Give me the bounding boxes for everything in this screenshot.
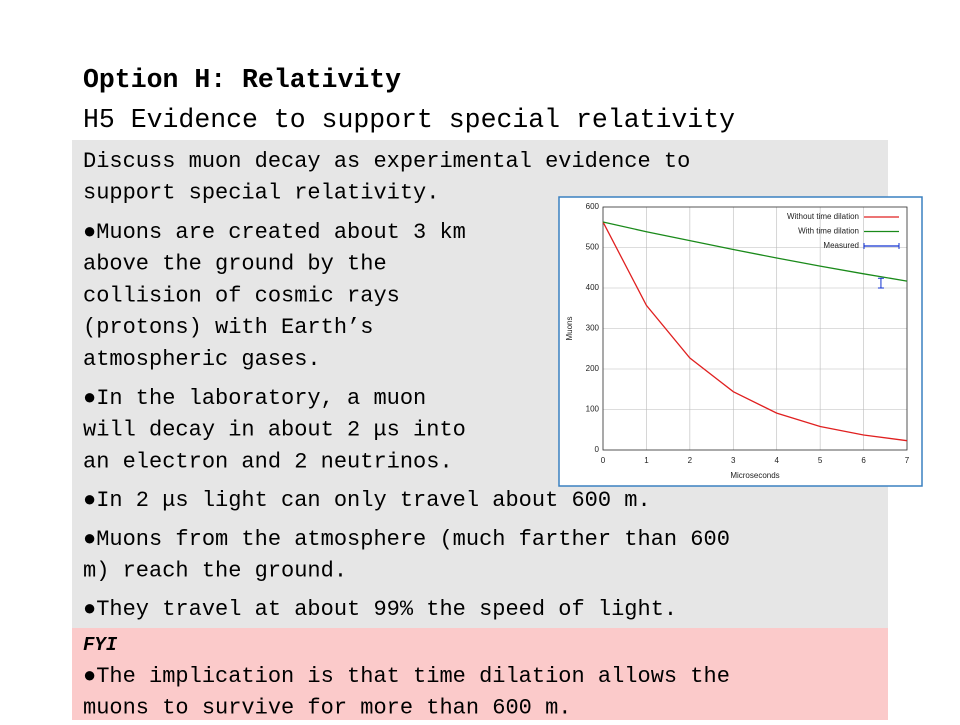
bullet-line: ●In 2 μs light can only travel about 600…: [83, 488, 651, 513]
legend-label: Without time dilation: [787, 212, 859, 221]
title: Option H: Relativity: [83, 65, 401, 95]
bullet-line: m) reach the ground.: [83, 559, 347, 584]
chart: 0 100 200 300 400 500 600 0 1 2 3 4 5 6 7 Microseconds M…: [558, 196, 923, 487]
y-tick-label: 100: [586, 405, 600, 414]
bullet-line: ●Muons are created about 3 km: [83, 220, 466, 245]
x-tick-label: 1: [644, 456, 649, 465]
bullet-line: an electron and 2 neutrinos.: [83, 449, 453, 474]
series-line: [602, 221, 908, 442]
error-bar: [877, 277, 884, 289]
intro-line: Discuss muon decay as experimental evide…: [83, 149, 690, 174]
fyi-line: muons to survive for more than 600 m.: [83, 696, 571, 720]
series-line: [602, 221, 908, 282]
bullet-line: ●They travel at about 99% the speed of l…: [83, 597, 677, 622]
y-tick-label: 200: [586, 364, 600, 373]
y-tick-label: 600: [586, 202, 600, 211]
y-tick-label: 0: [595, 445, 600, 454]
y-tick-label: 300: [586, 324, 600, 333]
chart-frame: [558, 196, 923, 487]
legend-label: With time dilation: [798, 227, 859, 236]
x-tick-label: 3: [731, 456, 736, 465]
fyi-label: FYI: [83, 634, 118, 656]
y-tick-label: 400: [586, 283, 600, 292]
x-tick-label: 4: [774, 456, 779, 465]
intro-line: support special relativity.: [83, 181, 439, 206]
y-axis-label: Muons: [565, 316, 574, 340]
x-tick-label: 0: [601, 456, 606, 465]
bullet-line: (protons) with Earth’s: [83, 315, 373, 340]
x-tick-label: 6: [861, 456, 866, 465]
fyi-line: ●The implication is that time dilation a…: [83, 664, 730, 689]
x-tick-label: 2: [688, 456, 693, 465]
plot-border: [602, 206, 908, 451]
bullet-line: collision of cosmic rays: [83, 283, 400, 308]
x-tick-label: 5: [818, 456, 823, 465]
x-tick-label: 7: [905, 456, 910, 465]
bullet-line: above the ground by the: [83, 252, 387, 277]
legend-label: Measured: [823, 241, 859, 250]
x-axis-label: Microseconds: [730, 471, 779, 480]
bullet-line: atmospheric gases.: [83, 347, 321, 372]
y-tick-label: 500: [586, 243, 600, 252]
bullet-line: ●In the laboratory, a muon: [83, 386, 426, 411]
subtitle: H5 Evidence to support special relativit…: [83, 105, 735, 135]
fyi-box: [72, 628, 888, 720]
bullet-line: ●Muons from the atmosphere (much farther…: [83, 527, 730, 552]
bullet-line: will decay in about 2 μs into: [83, 418, 466, 443]
